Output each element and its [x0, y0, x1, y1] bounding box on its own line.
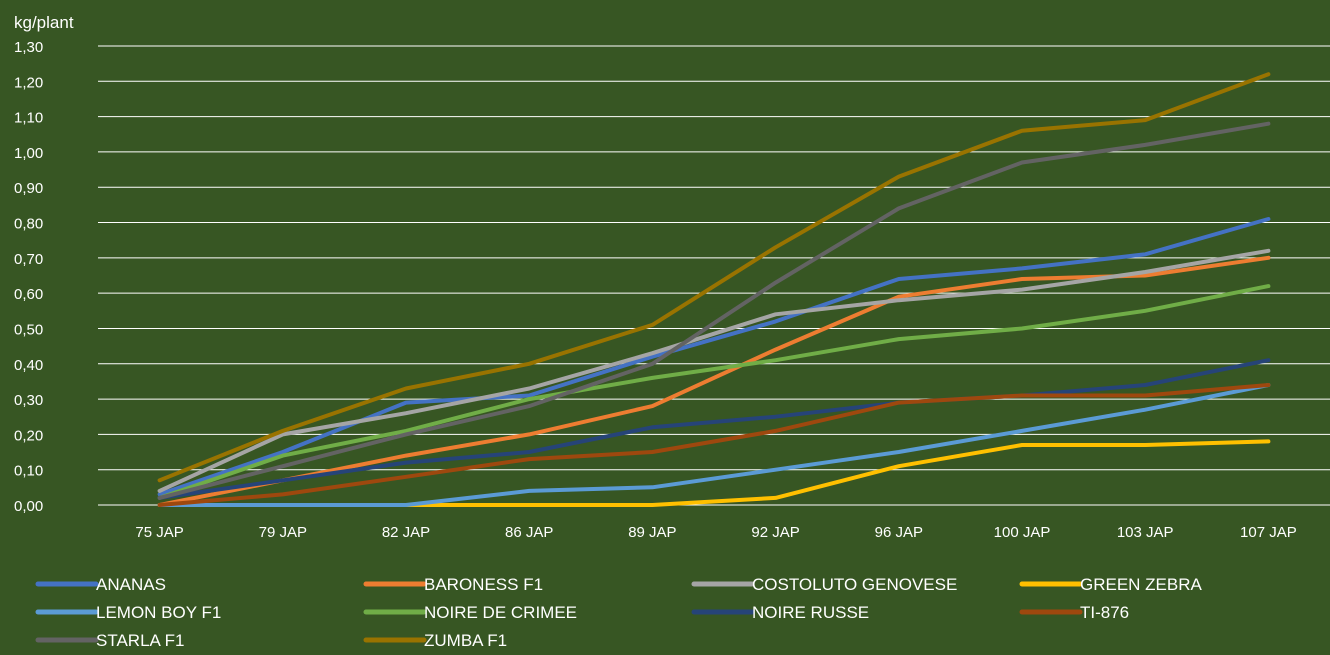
- x-tick-label: 96 JAP: [875, 524, 923, 541]
- y-tick-label: 1,20: [14, 74, 43, 91]
- legend-label: STARLA F1: [96, 631, 185, 650]
- series-line: [157, 72, 1271, 483]
- series-line: [157, 358, 1271, 500]
- grid-lines: [98, 45, 1330, 506]
- x-tick-label: 79 JAP: [259, 524, 307, 541]
- y-tick-label: 0,60: [14, 286, 43, 303]
- series-line: [157, 284, 1271, 500]
- y-tick-label: 1,10: [14, 110, 43, 127]
- y-tick-label: 1,30: [14, 39, 43, 56]
- legend: ANANAS BARONESS F1 COSTOLUTO GENOVESE GREEN…: [35, 575, 1203, 650]
- y-tick-label: 0,30: [14, 392, 43, 409]
- x-tick-label: 82 JAP: [382, 524, 430, 541]
- y-tick-label: 0,50: [14, 321, 43, 338]
- x-tick-label: 92 JAP: [751, 524, 799, 541]
- y-tick-label: 0,10: [14, 463, 43, 480]
- x-tick-label: 86 JAP: [505, 524, 553, 541]
- y-tick-label: 0,40: [14, 357, 43, 374]
- y-tick-label: 0,90: [14, 180, 43, 197]
- series-line: [157, 255, 1271, 507]
- series-line: [157, 121, 1271, 500]
- legend-label: LEMON BOY F1: [96, 603, 221, 622]
- series-line: [157, 217, 1271, 497]
- y-tick-label: 0,20: [14, 427, 43, 444]
- x-axis-ticks: 75 JAP 79 JAP 82 JAP 86 JAP 89 JAP 92 JAP 96 J…: [135, 524, 1296, 541]
- x-tick-label: 103 JAP: [1117, 524, 1174, 541]
- series-line: [157, 383, 1271, 507]
- y-tick-label: 0,80: [14, 216, 43, 233]
- legend-label: TI-876: [1080, 603, 1129, 622]
- y-axis-ticks: 0,00 0,10 0,20 0,30 0,40 0,50 0,60 0,70 0,80 0,90…: [14, 39, 43, 515]
- legend-label: NOIRE RUSSE: [752, 603, 869, 622]
- series-lines: [157, 72, 1271, 507]
- legend-label: NOIRE DE CRIMEE: [424, 603, 577, 622]
- x-tick-label: 107 JAP: [1240, 524, 1297, 541]
- y-axis-label: kg/plant: [14, 13, 74, 32]
- series-line: [157, 383, 1271, 507]
- x-tick-label: 89 JAP: [628, 524, 676, 541]
- y-tick-label: 0,70: [14, 251, 43, 268]
- legend-label: GREEN ZEBRA: [1080, 575, 1203, 594]
- x-tick-label: 75 JAP: [135, 524, 183, 541]
- legend-label: ANANAS: [96, 575, 166, 594]
- legend-label: ZUMBA F1: [424, 631, 507, 650]
- series-line: [157, 248, 1271, 493]
- legend-label: BARONESS F1: [424, 575, 543, 594]
- x-tick-label: 100 JAP: [994, 524, 1051, 541]
- y-tick-label: 0,00: [14, 498, 43, 515]
- legend-label: COSTOLUTO GENOVESE: [752, 575, 957, 594]
- y-tick-label: 1,00: [14, 145, 43, 162]
